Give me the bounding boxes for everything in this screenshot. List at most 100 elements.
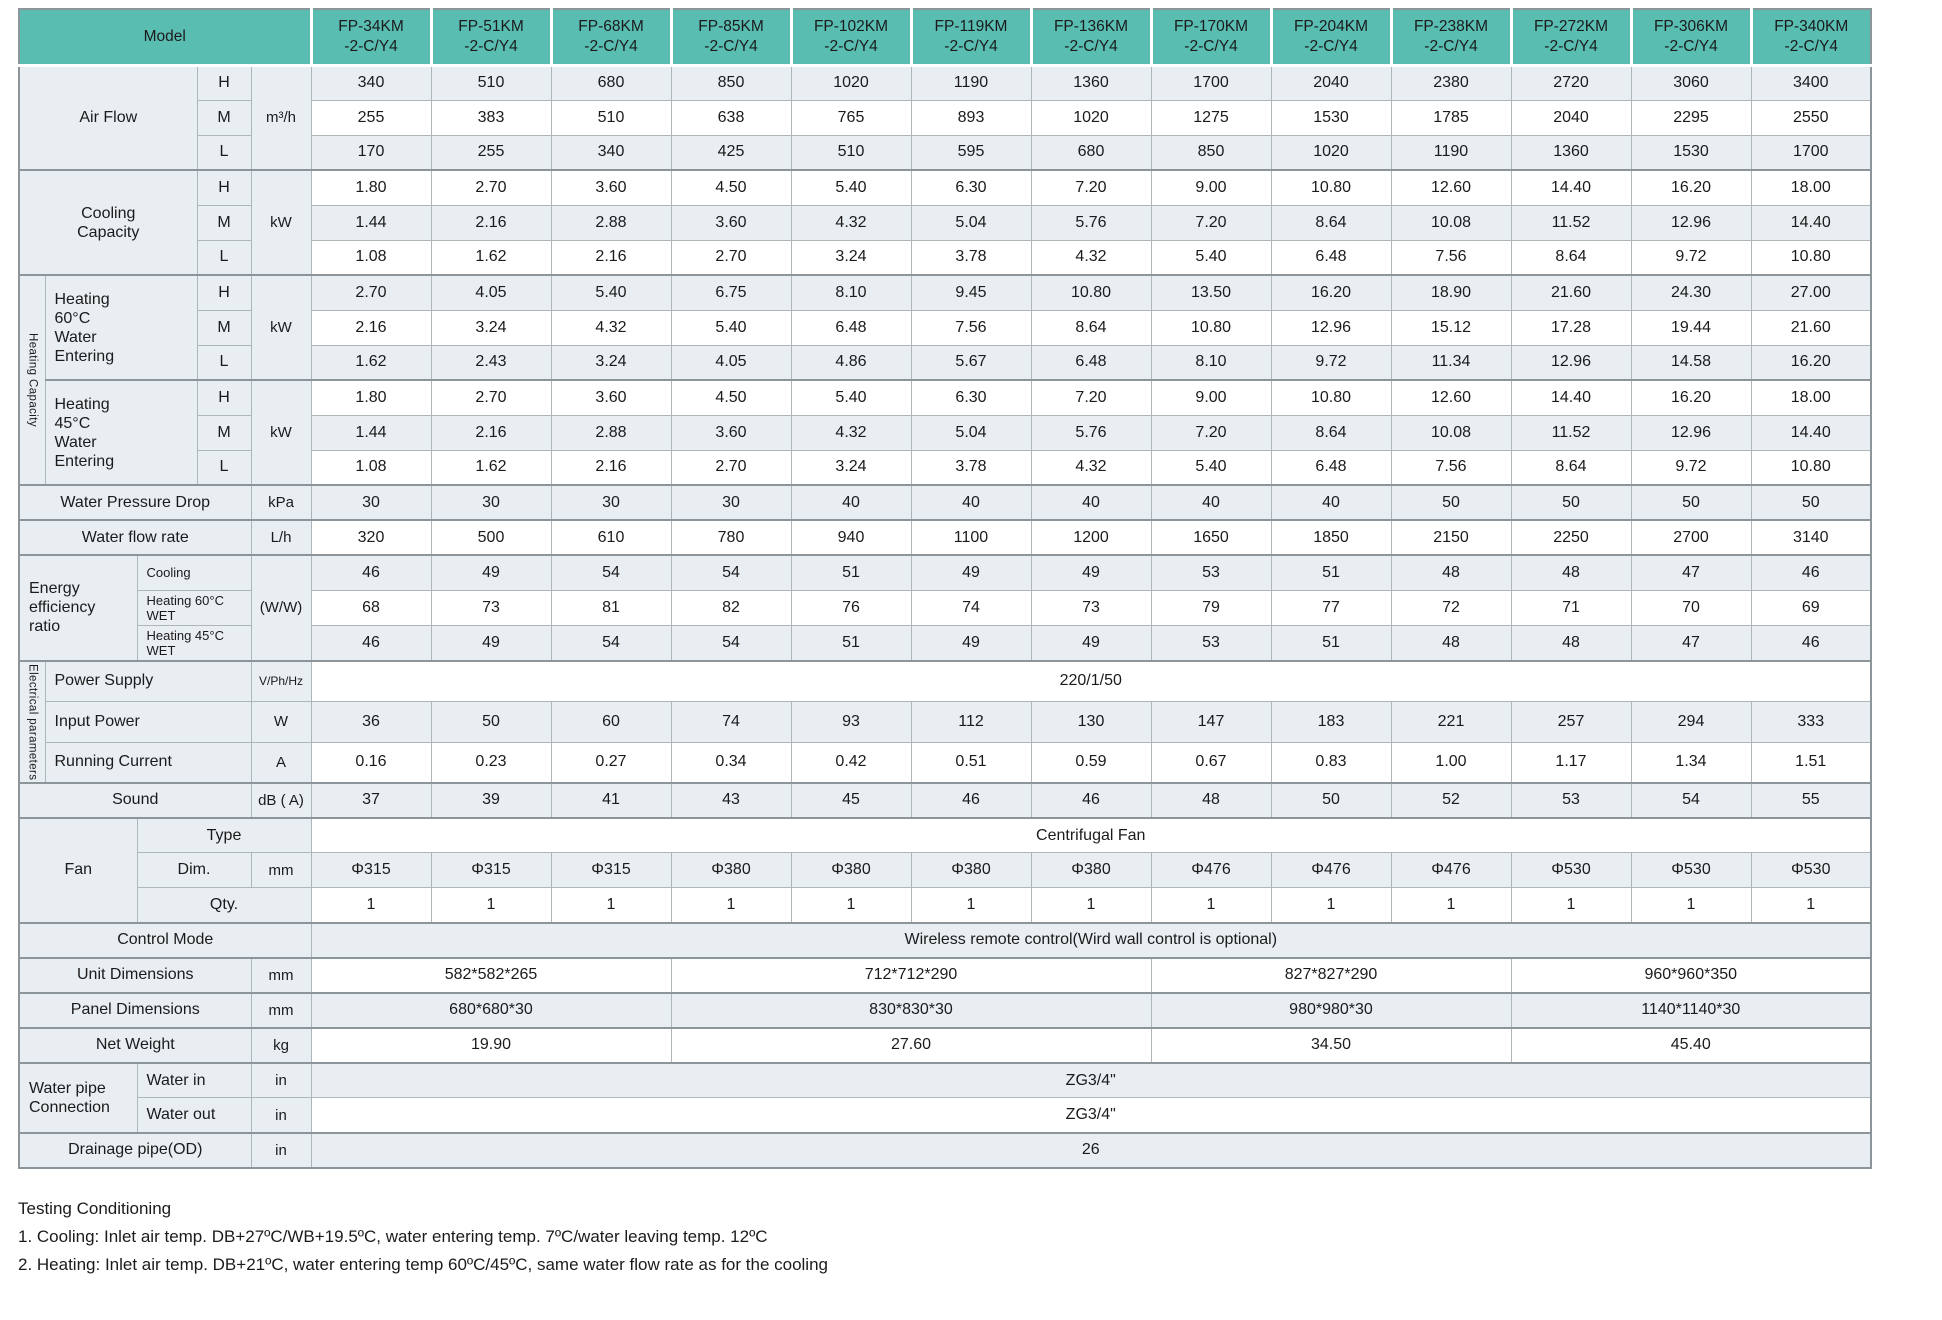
- air-flow-h-value-1: 510: [430, 64, 552, 101]
- water-pressure-drop-value-10: 50: [1510, 484, 1632, 521]
- eer-cooling-value-0: 46: [310, 554, 432, 591]
- eer-cooling-value-8: 51: [1270, 554, 1392, 591]
- panel-dimensions-group-3: 1140*1140*30: [1510, 991, 1872, 1029]
- water-in-row: Water pipe Connection Water in in ZG3/4": [18, 1061, 1872, 1134]
- net-weight-label-1: kg: [250, 1026, 312, 1064]
- heating-45-h-label-0: Heating 45°C Water Entering: [44, 379, 198, 486]
- heating-60-l-value-3: 4.05: [670, 344, 792, 381]
- water-pressure-drop-value-5: 40: [910, 484, 1032, 521]
- heating-45-l-value-6: 4.32: [1030, 449, 1152, 486]
- air-flow-h-value-2: 680: [550, 64, 672, 101]
- water-flow-rate-value-1: 500: [430, 519, 552, 556]
- cooling-capacity-l-value-0: 1.08: [310, 239, 432, 276]
- model-name-line1: FP-102KM: [813, 17, 889, 35]
- eer-heating-60-value-10: 71: [1510, 589, 1632, 626]
- net-weight-group-0: 19.90: [310, 1026, 672, 1064]
- eer-heating-45-value-2: 54: [550, 624, 672, 661]
- water-flow-rate-label-0: Water flow rate: [18, 519, 252, 556]
- heating-60-h-value-3: 6.75: [670, 274, 792, 311]
- control-mode-label-0: Control Mode: [18, 921, 312, 959]
- input-power-value-4: 93: [790, 700, 912, 743]
- air-flow-l-value-0: 170: [310, 134, 432, 171]
- cooling-capacity-m-value-9: 10.08: [1390, 204, 1512, 241]
- eer-cooling-value-11: 47: [1630, 554, 1752, 591]
- net-weight-label-0: Net Weight: [18, 1026, 252, 1064]
- model-name-line1: FP-306KM: [1653, 17, 1729, 35]
- water-out-value: ZG3/4": [310, 1097, 1872, 1134]
- running-current-value-7: 0.67: [1150, 741, 1272, 784]
- fan-dim-value-7: Φ476: [1150, 852, 1272, 889]
- heating-60-h-value-11: 24.30: [1630, 274, 1752, 311]
- cooling-capacity-l-row: L 1.08 1.62 2.16 2.70 3.24 3.78 4.32 5.40 6.48 7.5…: [19, 239, 1872, 276]
- fan-type-label-0: Fan: [18, 816, 138, 924]
- air-flow-l-value-8: 1020: [1270, 134, 1392, 171]
- fan-qty-value-10: 1: [1510, 887, 1632, 924]
- cooling-capacity-m-value-8: 8.64: [1270, 204, 1392, 241]
- water-flow-rate-value-4: 940: [790, 519, 912, 556]
- heating-45-l-value-4: 3.24: [790, 449, 912, 486]
- heating-45-h-label-1: H: [196, 379, 252, 416]
- fan-dim-row: Dim. mm Φ315 Φ315 Φ315 Φ380 Φ380 Φ380 Φ380 Φ476 Φ4…: [19, 852, 1872, 889]
- cooling-capacity-l-value-3: 2.70: [670, 239, 792, 276]
- notes-title: Testing Conditioning: [18, 1198, 172, 1218]
- cooling-capacity-h-value-8: 10.80: [1270, 169, 1392, 206]
- running-current-value-6: 0.59: [1030, 741, 1152, 784]
- cooling-capacity-h-value-4: 5.40: [790, 169, 912, 206]
- model-name-line1: FP-68KM: [578, 17, 644, 35]
- model-name-line2: -2-C/Y4: [344, 37, 398, 55]
- fan-qty-value-12: 1: [1750, 887, 1872, 924]
- heating-60-l-value-11: 14.58: [1630, 344, 1752, 381]
- air-flow-h-value-3: 850: [670, 64, 792, 101]
- heating-45-m-value-7: 7.20: [1150, 414, 1272, 451]
- fan-qty-value-11: 1: [1630, 887, 1752, 924]
- heating-45-m-row: M 1.44 2.16 2.88 3.60 4.32 5.04 5.76 7.20 8.64 10.…: [19, 414, 1872, 451]
- heating-45-m-value-1: 2.16: [430, 414, 552, 451]
- fan-qty-row: Qty. 1 1 1 1 1 1 1 1 1 1 1 1 1: [19, 887, 1872, 924]
- running-current-value-3: 0.34: [670, 741, 792, 784]
- heating-45-m-value-9: 10.08: [1390, 414, 1512, 451]
- power-supply-label-2: V/Ph/Hz: [250, 659, 312, 702]
- input-power-value-11: 294: [1630, 700, 1752, 743]
- heating-60-l-value-1: 2.43: [430, 344, 552, 381]
- air-flow-h-value-7: 1700: [1150, 64, 1272, 101]
- fan-dim-label-0: Dim.: [136, 852, 252, 889]
- heating-45-m-value-2: 2.88: [550, 414, 672, 451]
- model-name-line2: -2-C/Y4: [1784, 37, 1838, 55]
- net-weight-group-2: 34.50: [1150, 1026, 1512, 1064]
- air-flow-m-value-10: 2040: [1510, 99, 1632, 136]
- water-pressure-drop-value-12: 50: [1750, 484, 1872, 521]
- heating-45-h-value-10: 14.40: [1510, 379, 1632, 416]
- model-name-line1: FP-204KM: [1293, 17, 1369, 35]
- model-name-line1: FP-136KM: [1053, 17, 1129, 35]
- air-flow-m-value-6: 1020: [1030, 99, 1152, 136]
- fan-type-row: Fan Type Centrifugal Fan: [18, 816, 1872, 924]
- water-pressure-drop-value-4: 40: [790, 484, 912, 521]
- unit-dimensions-label-1: mm: [250, 956, 312, 994]
- eer-heating-45-value-9: 48: [1390, 624, 1512, 661]
- heating-60-l-value-5: 5.67: [910, 344, 1032, 381]
- water-in-label-1: Water in: [136, 1061, 252, 1099]
- model-header-row: Model FP-34KM -2-C/Y4 FP-51KM -2-C/Y4 FP-68KM…: [19, 9, 1871, 67]
- air-flow-m-value-3: 638: [670, 99, 792, 136]
- cooling-capacity-h-label-1: H: [196, 169, 252, 206]
- water-in-label-2: in: [250, 1061, 312, 1099]
- model-name-line2: -2-C/Y4: [1304, 37, 1358, 55]
- heating-60-m-value-9: 15.12: [1390, 309, 1512, 346]
- heating-45-h-label-2: kW: [250, 379, 312, 486]
- model-name-line2: -2-C/Y4: [1424, 37, 1478, 55]
- heating-60-h-value-12: 27.00: [1750, 274, 1872, 311]
- air-flow-h-value-12: 3400: [1750, 64, 1872, 101]
- cooling-capacity-h-value-12: 18.00: [1750, 169, 1872, 206]
- water-pressure-drop-label-1: kPa: [250, 484, 312, 521]
- unit-dimensions-group-1: 712*712*290: [670, 956, 1152, 994]
- heating-45-l-value-9: 7.56: [1390, 449, 1512, 486]
- heating-45-l-value-3: 2.70: [670, 449, 792, 486]
- fan-qty-value-2: 1: [550, 887, 672, 924]
- heating-60-h-value-4: 8.10: [790, 274, 912, 311]
- cooling-capacity-l-value-10: 8.64: [1510, 239, 1632, 276]
- heating-45-m-value-0: 1.44: [310, 414, 432, 451]
- fan-qty-value-4: 1: [790, 887, 912, 924]
- cooling-capacity-m-value-10: 11.52: [1510, 204, 1632, 241]
- fan-qty-value-9: 1: [1390, 887, 1512, 924]
